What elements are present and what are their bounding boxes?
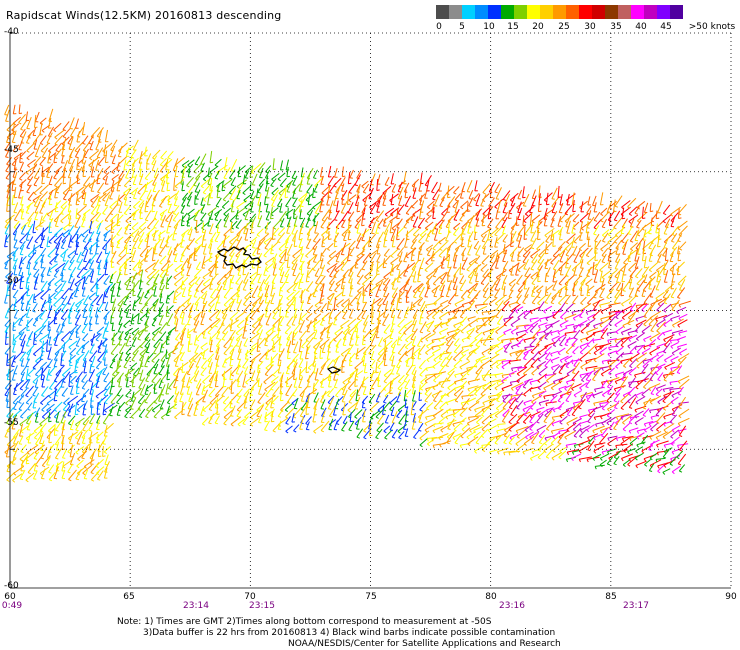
wind-speed-colorbar xyxy=(436,5,683,19)
colorbar-segment xyxy=(618,5,631,19)
colorbar-segment xyxy=(657,5,670,19)
note-line-1: Note: 1) Times are GMT 2)Times along bot… xyxy=(117,617,492,627)
colorbar-label: 20 xyxy=(532,22,544,32)
y-tick-label: -45 xyxy=(4,145,19,155)
note-line-3: NOAA/NESDIS/Center for Satellite Applica… xyxy=(288,639,561,649)
colorbar-segment xyxy=(631,5,644,19)
x-tick-label: 70 xyxy=(244,592,256,602)
x-tick-label: 65 xyxy=(123,592,135,602)
map-title: Rapidscat Winds(12.5KM) 20160813 descend… xyxy=(6,9,282,22)
colorbar-label: 30 xyxy=(584,22,596,32)
colorbar-label: 5 xyxy=(459,22,465,32)
note-line-2: 3)Data buffer is 22 hrs from 20160813 4)… xyxy=(143,628,556,638)
kerguelen-island xyxy=(216,246,262,269)
y-tick-label: -60 xyxy=(4,581,19,591)
colorbar-segment xyxy=(579,5,592,19)
colorbar-segment xyxy=(514,5,527,19)
colorbar-label: 0 xyxy=(436,22,442,32)
colorbar-segment xyxy=(462,5,475,19)
colorbar-label: >50 knots xyxy=(688,22,736,32)
map-grid xyxy=(9,32,732,589)
colorbar-label: 40 xyxy=(635,22,647,32)
colorbar-segment xyxy=(501,5,514,19)
x-tick-label: 90 xyxy=(725,592,737,602)
x-tick-label: 75 xyxy=(365,592,377,602)
time-label: 23:17 xyxy=(623,601,649,611)
colorbar-segment xyxy=(553,5,566,19)
y-tick-label: -40 xyxy=(4,27,19,37)
colorbar-label: 15 xyxy=(507,22,519,32)
colorbar-segment xyxy=(527,5,540,19)
colorbar-segment xyxy=(605,5,618,19)
time-label: 23:15 xyxy=(249,601,275,611)
time-label: 0:49 xyxy=(1,601,23,611)
x-tick-label: 60 xyxy=(4,592,16,602)
colorbar-labels: 0 5 10 15 20 25 30 35 40 45 >50 knots xyxy=(0,22,740,34)
colorbar-segment xyxy=(436,5,449,19)
colorbar-segment xyxy=(670,5,683,19)
colorbar-label: 45 xyxy=(660,22,672,32)
x-tick-label: 80 xyxy=(485,592,497,602)
colorbar-segment xyxy=(475,5,488,19)
x-tick-label: 85 xyxy=(605,592,617,602)
colorbar-label: 25 xyxy=(558,22,570,32)
colorbar-segment xyxy=(644,5,657,19)
time-label: 23:16 xyxy=(499,601,525,611)
colorbar-segment xyxy=(540,5,553,19)
y-tick-label: -50 xyxy=(4,276,19,286)
time-label: 23:14 xyxy=(183,601,209,611)
colorbar-label: 10 xyxy=(483,22,495,32)
colorbar-segment xyxy=(488,5,501,19)
wind-vectors xyxy=(4,104,691,483)
colorbar-label: 35 xyxy=(610,22,622,32)
islands xyxy=(216,246,342,374)
y-tick-label: -55 xyxy=(4,418,19,428)
colorbar-segment xyxy=(566,5,579,19)
heard-island xyxy=(326,366,342,374)
colorbar-segment xyxy=(592,5,605,19)
colorbar-segment xyxy=(449,5,462,19)
